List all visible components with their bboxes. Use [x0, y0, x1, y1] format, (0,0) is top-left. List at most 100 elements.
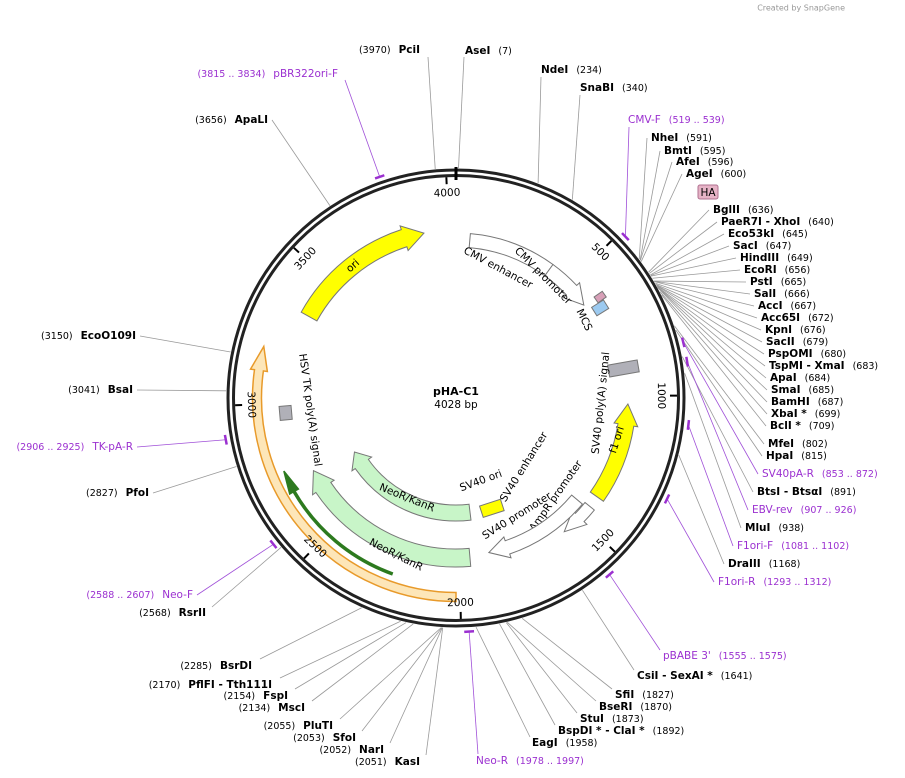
leader-line: [582, 589, 635, 671]
label-name: HpaI: [766, 450, 793, 462]
enzyme-label: BtsI - BtsαI (891): [757, 486, 856, 498]
label-name: CsiI - SexAI *: [637, 670, 713, 682]
leader-line: [650, 245, 730, 276]
label-name: BglII: [713, 204, 740, 216]
label-name: SfiI: [615, 689, 634, 701]
leader-line: [648, 209, 710, 273]
label-name: Eco53kI: [728, 228, 774, 240]
watermark: Created by SnapGene: [757, 4, 845, 13]
primer-mark: [223, 434, 228, 445]
label-name: PaeR7I - XhoI: [721, 216, 800, 228]
label-name: PluTI: [303, 720, 333, 732]
label-name: AgeI: [686, 168, 713, 180]
enzyme-label: AccI (667): [758, 300, 816, 312]
label-site: (2051): [355, 757, 387, 768]
leader-line: [425, 627, 444, 756]
feature-box: [278, 404, 293, 421]
primer-label: F1ori-R (1293 .. 1312): [718, 576, 831, 588]
primer-label: (2588 .. 2607) Neo-F: [86, 589, 193, 601]
primer-mark: [685, 356, 690, 367]
label-name: PspOMI: [768, 348, 813, 360]
enzyme-label: (2154) FspI: [224, 690, 288, 702]
label-site: (600): [721, 169, 747, 180]
label-site: (687): [818, 397, 844, 408]
feature-label: HA: [700, 187, 716, 199]
label-site: (680): [821, 349, 847, 360]
enzyme-label: NheI (591): [651, 132, 712, 144]
label-name: BmtI: [664, 145, 692, 157]
label-name: HindIII: [740, 252, 779, 264]
label-site: (891): [830, 487, 856, 498]
leader-line: [674, 325, 765, 445]
feature-tag: [697, 184, 719, 200]
leader-line: [654, 280, 747, 283]
label-name: RsrII: [179, 607, 206, 619]
label-name: BsrDI: [220, 660, 252, 672]
leader-line: [656, 285, 765, 355]
enzyme-label: ApaI (684): [770, 372, 830, 384]
label-name: SalI: [754, 288, 776, 300]
label-site: (3041): [68, 385, 100, 396]
primer-label: CMV-F (519 .. 539): [628, 114, 725, 126]
enzyme-label: StuI (1873): [580, 713, 644, 725]
leader-line: [657, 286, 766, 367]
label-site: (1555 .. 1575): [719, 651, 787, 662]
label-name: EBV-rev: [752, 504, 793, 516]
leader-line: [682, 342, 759, 475]
label-site: (2052): [319, 745, 351, 756]
leader-line: [640, 173, 683, 262]
enzyme-label: (2055) PluTI: [264, 720, 333, 732]
label-name: NdeI: [541, 64, 568, 76]
tick-label: 1000: [655, 382, 667, 409]
label-site: (645): [782, 229, 808, 240]
label-site: (699): [815, 409, 841, 420]
label-name: ApaLI: [235, 114, 268, 126]
feature-label: MCS: [574, 307, 595, 333]
enzyme-label: AseI (7): [465, 45, 512, 57]
label-name: F1ori-F: [737, 540, 773, 552]
label-site: (647): [766, 241, 792, 252]
enzyme-label: BamHI (687): [771, 396, 843, 408]
label-site: (815): [801, 451, 827, 462]
label-name: MfeI: [768, 438, 794, 450]
leader-line: [211, 547, 282, 608]
enzyme-label: Eco53kI (645): [728, 228, 808, 240]
label-name: BtsI - BtsαI: [757, 486, 822, 498]
feature-box: [607, 359, 640, 378]
enzyme-label: BseRI (1870): [599, 701, 672, 713]
label-name: KpnI: [765, 324, 792, 336]
leader-line: [655, 282, 758, 319]
label-site: (2827): [86, 488, 118, 499]
label-name: PciI: [399, 44, 420, 56]
leader-line: [136, 439, 226, 448]
label-name: NarI: [359, 744, 384, 756]
label-site: (672): [808, 313, 834, 324]
leader-line: [638, 137, 648, 260]
enzyme-label: PspOMI (680): [768, 348, 846, 360]
label-site: (684): [805, 373, 831, 384]
leader-line: [609, 574, 661, 651]
enzyme-label: SalI (666): [754, 288, 810, 300]
primer-mark: [374, 174, 385, 180]
label-name: NheI: [651, 132, 678, 144]
label-name: Acc65I: [761, 312, 800, 324]
primer-mark: [621, 232, 630, 242]
primer-mark: [663, 493, 671, 504]
leader-line: [639, 150, 661, 261]
leader-line: [678, 455, 725, 565]
leader-line: [139, 335, 231, 353]
tick-label: 3000: [245, 391, 258, 418]
label-site: (519 .. 539): [669, 115, 725, 126]
leader-line: [344, 79, 381, 177]
label-site: (666): [784, 289, 810, 300]
leader-line: [294, 622, 407, 690]
label-site: (1870): [640, 702, 672, 713]
leader-line: [505, 622, 578, 714]
label-name: SmaI: [771, 384, 801, 396]
feature-arrow: [544, 263, 585, 306]
enzyme-label: BclI * (709): [770, 420, 834, 432]
label-site: (591): [686, 133, 712, 144]
enzyme-label: HindIII (649): [740, 252, 813, 264]
label-site: (1081 .. 1102): [781, 541, 849, 552]
